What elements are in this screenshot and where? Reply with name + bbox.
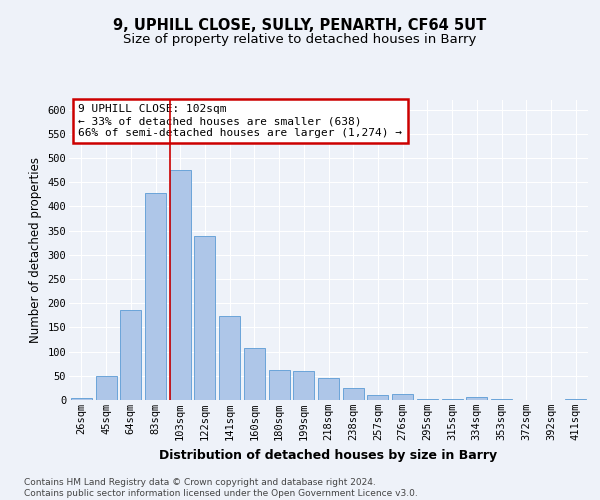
Bar	[120, 310, 141, 400]
Bar	[466, 397, 487, 400]
Bar	[392, 394, 413, 400]
Bar	[442, 398, 463, 400]
X-axis label: Distribution of detached houses by size in Barry: Distribution of detached houses by size …	[160, 448, 497, 462]
Bar	[219, 316, 240, 400]
Bar	[318, 378, 339, 400]
Bar	[491, 399, 512, 400]
Bar	[565, 399, 586, 400]
Text: Contains HM Land Registry data © Crown copyright and database right 2024.
Contai: Contains HM Land Registry data © Crown c…	[24, 478, 418, 498]
Bar	[269, 370, 290, 400]
Y-axis label: Number of detached properties: Number of detached properties	[29, 157, 42, 343]
Bar	[145, 193, 166, 400]
Bar	[170, 170, 191, 400]
Bar	[244, 348, 265, 400]
Bar	[343, 388, 364, 400]
Text: Size of property relative to detached houses in Barry: Size of property relative to detached ho…	[124, 32, 476, 46]
Bar	[417, 398, 438, 400]
Bar	[95, 376, 116, 400]
Bar	[71, 398, 92, 400]
Text: 9 UPHILL CLOSE: 102sqm
← 33% of detached houses are smaller (638)
66% of semi-de: 9 UPHILL CLOSE: 102sqm ← 33% of detached…	[79, 104, 403, 138]
Text: 9, UPHILL CLOSE, SULLY, PENARTH, CF64 5UT: 9, UPHILL CLOSE, SULLY, PENARTH, CF64 5U…	[113, 18, 487, 32]
Bar	[367, 395, 388, 400]
Bar	[293, 371, 314, 400]
Bar	[194, 236, 215, 400]
